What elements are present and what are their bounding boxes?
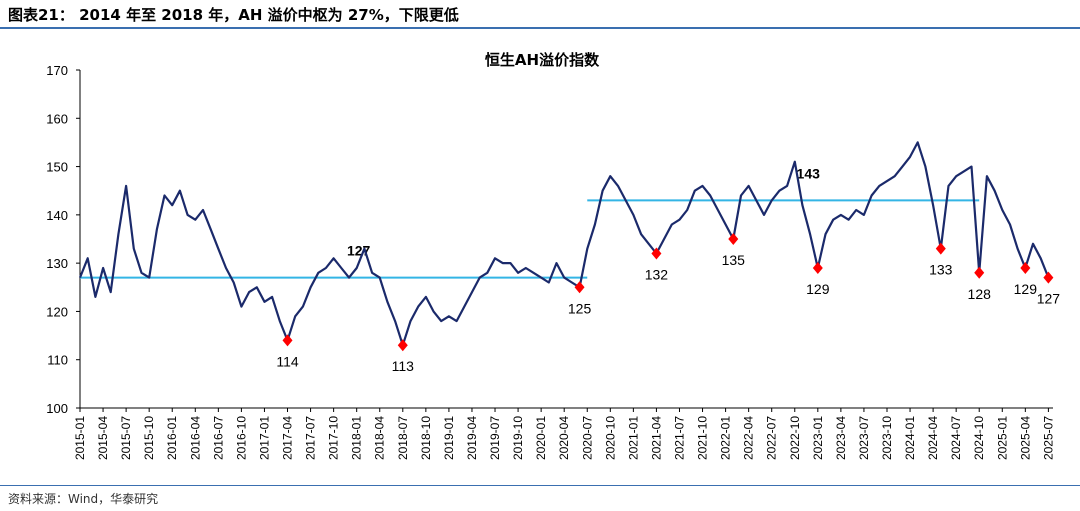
low-label: 133	[929, 262, 953, 278]
chart-title: 恒生AH溢价指数	[485, 51, 600, 69]
x-tick-label: 2024-10	[972, 416, 986, 460]
x-tick-label: 2021-07	[672, 416, 686, 460]
x-tick-label: 2016-01	[165, 416, 179, 460]
x-tick-label: 2025-01	[995, 416, 1009, 460]
x-tick-label: 2025-04	[1018, 416, 1032, 460]
x-tick-label: 2015-01	[73, 416, 87, 460]
x-tick-label: 2017-10	[327, 416, 341, 460]
x-tick-label: 2020-04	[557, 416, 571, 460]
low-label: 132	[645, 266, 669, 282]
y-tick-label: 160	[46, 111, 68, 126]
x-tick-label: 2022-07	[765, 416, 779, 460]
low-label: 113	[392, 358, 415, 374]
x-tick-label: 2024-04	[926, 416, 940, 460]
x-tick-label: 2022-01	[719, 416, 733, 460]
x-tick-label: 2016-04	[188, 416, 202, 460]
bottom-rule	[0, 485, 1080, 486]
y-tick-label: 150	[46, 160, 68, 175]
average-label: 127	[347, 243, 371, 259]
x-tick-label: 2020-01	[534, 416, 548, 460]
x-tick-label: 2015-10	[142, 416, 156, 460]
y-tick-label: 140	[46, 208, 68, 223]
low-marker	[812, 261, 823, 274]
low-marker	[282, 334, 293, 347]
x-tick-label: 2021-10	[696, 416, 710, 460]
x-tick-label: 2019-07	[488, 416, 502, 460]
x-tick-label: 2018-01	[350, 416, 364, 460]
x-tick-label: 2023-04	[834, 416, 848, 460]
low-marker	[974, 266, 985, 279]
x-tick-label: 2023-07	[857, 416, 871, 460]
y-tick-label: 100	[46, 401, 68, 416]
x-tick-label: 2020-07	[580, 416, 594, 460]
x-tick-label: 2018-07	[396, 416, 410, 460]
x-tick-label: 2023-10	[880, 416, 894, 460]
low-marker	[935, 242, 946, 255]
low-label: 125	[568, 300, 592, 316]
x-tick-label: 2015-07	[119, 416, 133, 460]
low-marker	[1020, 261, 1031, 274]
x-tick-label: 2019-10	[511, 416, 525, 460]
average-label: 143	[797, 165, 821, 181]
y-tick-label: 130	[46, 256, 68, 271]
x-tick-label: 2016-07	[211, 416, 225, 460]
y-tick-label: 170	[46, 63, 68, 78]
low-marker	[728, 233, 739, 245]
x-tick-label: 2025-07	[1041, 416, 1055, 460]
x-tick-label: 2018-10	[419, 416, 433, 460]
x-tick-label: 2021-04	[649, 416, 663, 460]
axes: 100 110 120 130 140 150 160 170 2015-01 2015-04 20…	[46, 63, 1055, 460]
y-tick-label: 110	[47, 353, 68, 368]
series-line	[78, 141, 1050, 347]
x-tick-label: 2017-07	[304, 416, 318, 460]
low-label: 135	[722, 252, 746, 268]
x-tick-label: 2022-10	[788, 416, 802, 460]
x-tick-label: 2017-01	[257, 416, 271, 460]
figure-title: 图表21： 2014 年至 2018 年，AH 溢价中枢为 27%，下限更低	[8, 6, 459, 24]
low-label: 127	[1037, 291, 1061, 307]
low-label: 114	[276, 353, 299, 369]
y-tick-label: 120	[46, 304, 68, 319]
x-tick-label: 2019-01	[442, 416, 456, 460]
low-marker	[397, 339, 408, 352]
low-label: 129	[1014, 281, 1038, 297]
x-tick-label: 2018-04	[373, 416, 387, 460]
average-lines: 127 143	[80, 165, 980, 279]
x-tick-label: 2021-01	[626, 416, 640, 460]
x-tick-label: 2024-01	[903, 416, 917, 460]
x-tick-label: 2019-04	[465, 416, 479, 460]
low-label: 128	[968, 286, 992, 302]
x-tick-label: 2022-04	[742, 416, 756, 460]
source-note: 资料来源：Wind，华泰研究	[8, 492, 159, 506]
low-label: 129	[806, 281, 830, 297]
top-rule	[0, 27, 1080, 29]
series-group	[78, 141, 1050, 347]
x-tick-label: 2024-07	[949, 416, 963, 460]
x-tick-label: 2017-04	[281, 416, 295, 460]
x-tick-label: 2015-04	[96, 416, 110, 460]
low-marker	[651, 247, 662, 260]
low-marker	[574, 281, 585, 294]
low-marker	[1043, 271, 1054, 284]
x-tick-label: 2016-10	[234, 416, 248, 460]
x-tick-label: 2023-01	[811, 416, 825, 460]
x-tick-label: 2020-10	[603, 416, 617, 460]
